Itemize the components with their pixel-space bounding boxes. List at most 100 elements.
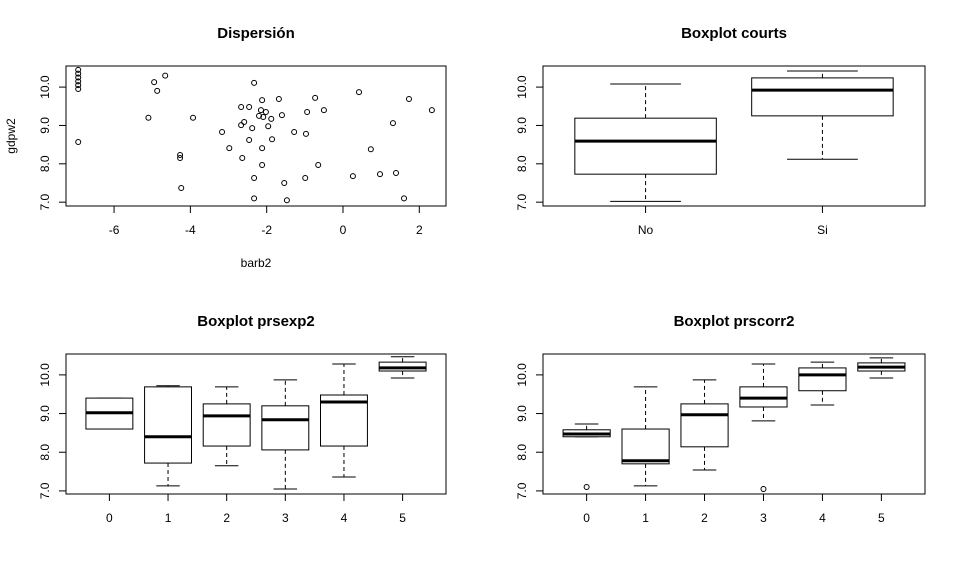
point [238,104,245,111]
point [291,128,298,135]
x-tick-label: Si [817,223,828,237]
y-tick-label: 9.0 [38,117,52,134]
box [574,117,717,175]
point [275,95,282,102]
x-tick-label: 5 [399,511,406,525]
x-tick-label: 3 [760,511,767,525]
y-tick-label: 8.0 [515,444,529,461]
point [320,107,327,114]
point [75,82,82,89]
point [265,123,272,130]
point [75,78,82,85]
x-tick-label: 4 [819,511,826,525]
box [751,77,894,117]
point [356,89,363,96]
x-tick-label: -2 [261,223,272,237]
point [75,86,82,93]
outlier [760,485,767,492]
point [251,195,258,202]
point [257,107,264,114]
chart-title: Boxplot prscorr2 [674,313,795,330]
box [320,394,368,447]
point [278,112,285,119]
point [238,122,245,129]
y-tick-label: 9.0 [515,405,529,422]
x-tick-label: 0 [106,511,113,525]
y-tick-label: 8.0 [515,155,529,172]
box [621,428,670,465]
point [251,175,258,181]
point [269,136,276,143]
point [226,145,233,152]
x-tick-label: 1 [642,511,649,525]
plot-frame [542,65,926,207]
y-tick-label: 10.0 [38,75,52,99]
y-tick-label: 8.0 [38,444,52,461]
x-tick-label: -6 [109,223,120,237]
point [349,173,356,180]
y-tick-label: 9.0 [38,405,52,422]
point [75,66,82,73]
plot-frame [65,353,447,495]
point [283,197,290,204]
point [262,109,269,116]
plot-frame [542,353,926,495]
point [315,161,322,168]
point [268,115,275,122]
y-tick-label: 10.0 [515,75,529,99]
box [798,367,847,392]
point [405,95,412,102]
point [256,112,263,119]
x-tick-label: 2 [223,511,230,525]
point [260,114,267,121]
point [75,70,82,77]
point [219,128,226,135]
point [312,94,319,101]
box [144,386,192,464]
point [304,109,311,116]
chart-title: Boxplot courts [681,25,787,42]
chart-title: Dispersión [217,25,295,42]
x-tick-label: 4 [341,511,348,525]
point [393,170,400,177]
x-tick-label: 0 [583,511,590,525]
point [190,114,197,121]
point [145,114,152,121]
point [177,155,184,162]
point [154,87,161,94]
point [389,120,396,127]
point [241,119,248,125]
point [249,125,256,132]
point [151,79,158,86]
x-tick-label: 3 [282,511,289,525]
point [251,79,258,86]
outlier [583,484,590,491]
point [281,179,288,186]
y-tick-label: 7.0 [38,482,52,499]
x-tick-label: 2 [701,511,708,525]
y-tick-label: 7.0 [515,482,529,499]
y-tick-label: 9.0 [515,117,529,134]
point [178,184,185,191]
y-tick-label: 7.0 [515,194,529,211]
x-tick-label: -4 [185,223,196,237]
y-axis-label: gdpw2 [4,118,18,154]
x-tick-label: 0 [340,223,347,237]
y-tick-label: 7.0 [38,194,52,211]
box [261,405,310,451]
point [401,195,408,202]
point [177,151,184,158]
point [302,130,309,137]
point [376,171,383,178]
x-tick-label: 1 [165,511,172,525]
x-tick-label: 2 [416,223,423,237]
chart-title: Boxplot prsexp2 [197,313,315,330]
x-tick-label: 5 [878,511,885,525]
x-axis-label: barb2 [241,256,272,270]
plot-frame [65,65,447,207]
point [162,72,169,79]
point [302,175,309,181]
point [75,138,82,145]
